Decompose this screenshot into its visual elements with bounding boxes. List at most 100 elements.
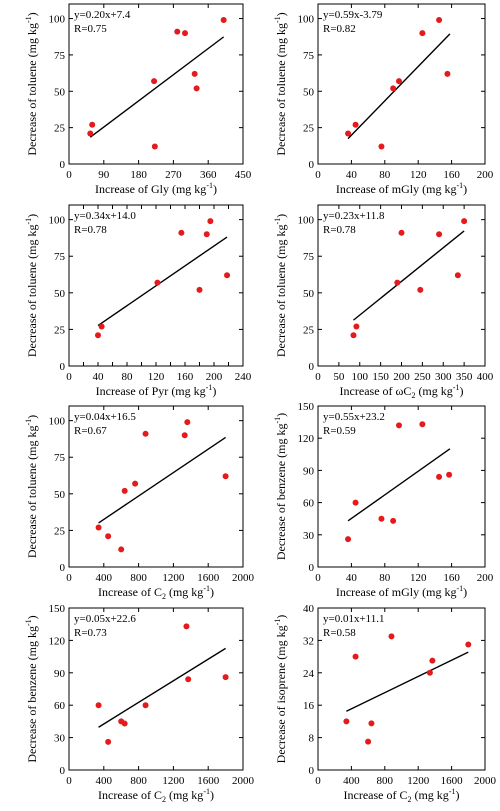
correlation-label: R=0.82 (323, 23, 356, 35)
x-tick-label: 160 (177, 371, 194, 383)
data-point (142, 430, 149, 437)
data-point (207, 218, 214, 225)
x-tick-label: 160 (443, 169, 460, 181)
data-point (353, 323, 360, 330)
y-tick-label: 100 (298, 215, 315, 227)
y-tick-label: 90 (54, 668, 66, 680)
data-point (394, 279, 401, 286)
y-tick-label: 120 (49, 635, 66, 647)
y-tick-label: 50 (303, 288, 315, 300)
x-tick-label: 1200 (162, 572, 185, 584)
x-axis-label: Increase of mGly (mg kg-1) (336, 181, 467, 196)
y-tick-label: 50 (54, 489, 66, 501)
x-tick-label: 1600 (197, 775, 220, 787)
x-tick-label: 120 (410, 572, 427, 584)
data-point (178, 229, 185, 236)
y-tick-label: 75 (54, 452, 66, 464)
regression-line (346, 651, 469, 712)
regression-line (98, 436, 226, 524)
x-tick-label: 80 (379, 572, 391, 584)
y-tick-label: 150 (298, 401, 315, 413)
x-tick-label: 400 (96, 572, 113, 584)
x-tick-label: 200 (393, 371, 410, 383)
x-tick-label: 200 (206, 371, 223, 383)
x-tick-label: 0 (66, 371, 72, 383)
y-tick-label: 32 (303, 635, 314, 647)
y-tick-label: 75 (303, 251, 315, 263)
data-point (365, 738, 372, 745)
x-tick-label: 80 (122, 371, 134, 383)
chart-panel-8: 0 400 800 1200 1600 2000 0 8 16 24 32 40 y=0.01x+11.… (273, 603, 497, 804)
y-tick-label: 0 (309, 361, 315, 373)
y-tick-label: 60 (54, 700, 66, 712)
x-tick-label: 360 (200, 169, 217, 181)
x-tick-label: 150 (372, 371, 389, 383)
chart-panel-5: 0 400 800 1200 1600 2000 0 25 50 75 100 y=0.04x+16.… (24, 405, 255, 601)
y-tick-label: 50 (303, 86, 315, 98)
y-axis-label: Decrease of toluene (mg kg-1) (273, 214, 288, 357)
data-point (378, 515, 385, 522)
data-point (390, 85, 397, 92)
y-tick-label: 8 (309, 733, 315, 745)
x-tick-label: 0 (315, 371, 321, 383)
x-tick-label: 800 (130, 775, 147, 787)
y-tick-label: 150 (49, 603, 66, 615)
data-point (368, 720, 375, 727)
data-point (182, 30, 188, 37)
data-point (419, 421, 426, 428)
data-point (461, 218, 468, 225)
plot-frame (317, 3, 486, 165)
regression-equation: y=0.59x-3.79 (323, 9, 383, 21)
data-point (436, 231, 443, 238)
x-axis-label: Increase of Pyr (mg kg-1) (96, 383, 217, 398)
x-tick-label: 100 (352, 371, 369, 383)
correlation-label: R=0.73 (74, 627, 107, 639)
y-tick-label: 75 (54, 50, 66, 62)
x-tick-label: 350 (456, 371, 473, 383)
x-tick-label: 1200 (162, 775, 185, 787)
x-tick-label: 400 (96, 775, 113, 787)
regression-equation: y=0.05x+22.6 (74, 613, 136, 625)
x-tick-label: 1600 (197, 572, 220, 584)
data-point (185, 676, 192, 683)
x-tick-label: 300 (435, 371, 452, 383)
regression-equation: y=0.23x+11.8 (323, 210, 385, 222)
y-tick-label: 0 (60, 159, 66, 171)
data-point (121, 720, 128, 727)
x-axis-label: Increase of Gly (mg kg-1) (95, 181, 217, 196)
data-point (426, 669, 433, 676)
x-tick-label: 240 (235, 371, 252, 383)
data-point (105, 738, 112, 745)
data-point (95, 524, 102, 531)
data-point (142, 702, 149, 709)
y-axis-label: Decrease of toluene (mg kg-1) (273, 12, 288, 155)
y-tick-label: 0 (309, 562, 315, 574)
x-tick-label: 90 (98, 169, 110, 181)
x-axis-label: Increase of mGly (mg kg-1) (336, 584, 467, 599)
x-tick-label: 800 (377, 775, 394, 787)
data-point (193, 85, 200, 92)
data-point (222, 473, 229, 480)
x-tick-label: 250 (414, 371, 431, 383)
y-axis-label: Decrease of toluene (mg kg-1) (24, 12, 39, 155)
plot-frame (68, 607, 244, 771)
x-tick-label: 1600 (441, 775, 464, 787)
data-point (444, 70, 451, 77)
data-point (429, 657, 436, 664)
data-point (174, 28, 181, 35)
y-tick-label: 60 (303, 498, 315, 510)
regression-line (89, 36, 225, 138)
data-point (224, 272, 231, 279)
data-point (390, 517, 397, 524)
data-point (89, 121, 96, 128)
x-tick-label: 200 (477, 572, 494, 584)
data-point (417, 286, 424, 293)
y-tick-label: 24 (303, 668, 315, 680)
x-tick-label: 0 (315, 169, 321, 181)
data-point (184, 419, 191, 426)
plot-frame (68, 3, 244, 165)
data-point (419, 30, 426, 37)
data-point (465, 641, 472, 648)
x-tick-label: 0 (315, 572, 321, 584)
data-point (132, 480, 139, 487)
